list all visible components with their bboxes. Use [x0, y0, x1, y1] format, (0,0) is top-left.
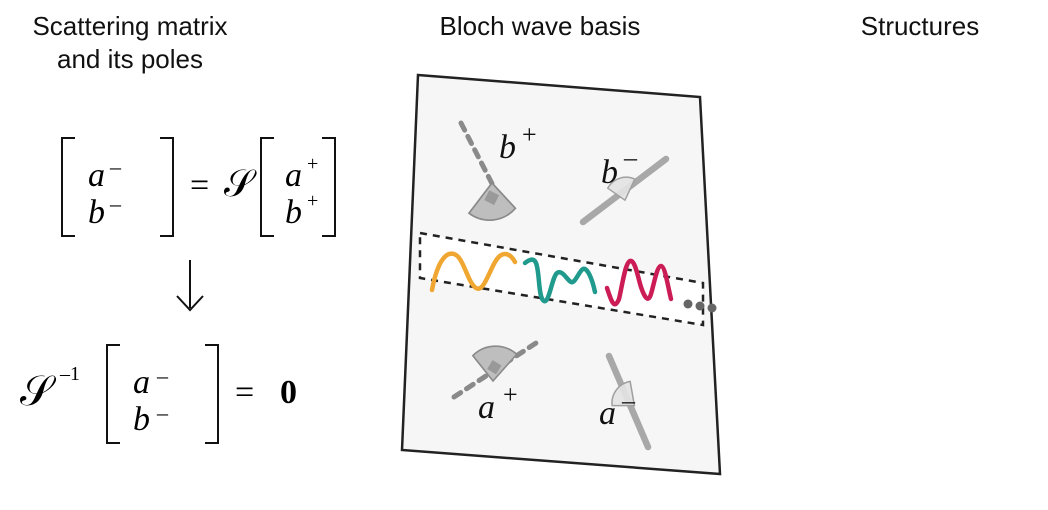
svg-text:0: 0 — [280, 374, 297, 411]
svg-text:b: b — [499, 129, 516, 166]
svg-text:𝒮: 𝒮 — [20, 369, 57, 415]
svg-text:–: – — [156, 363, 169, 388]
svg-text:+: + — [522, 120, 537, 149]
svg-text:=: = — [235, 374, 254, 411]
svg-text:a: a — [599, 395, 616, 432]
svg-text:a: a — [133, 364, 150, 401]
svg-text:–1: –1 — [59, 363, 80, 385]
svg-text:–: – — [156, 400, 169, 425]
svg-text:b: b — [133, 401, 150, 438]
svg-text:–: – — [623, 143, 638, 172]
svg-text:+: + — [503, 380, 518, 409]
svg-text:b: b — [601, 154, 618, 191]
svg-text:a: a — [478, 389, 495, 426]
svg-text:–: – — [621, 386, 636, 415]
